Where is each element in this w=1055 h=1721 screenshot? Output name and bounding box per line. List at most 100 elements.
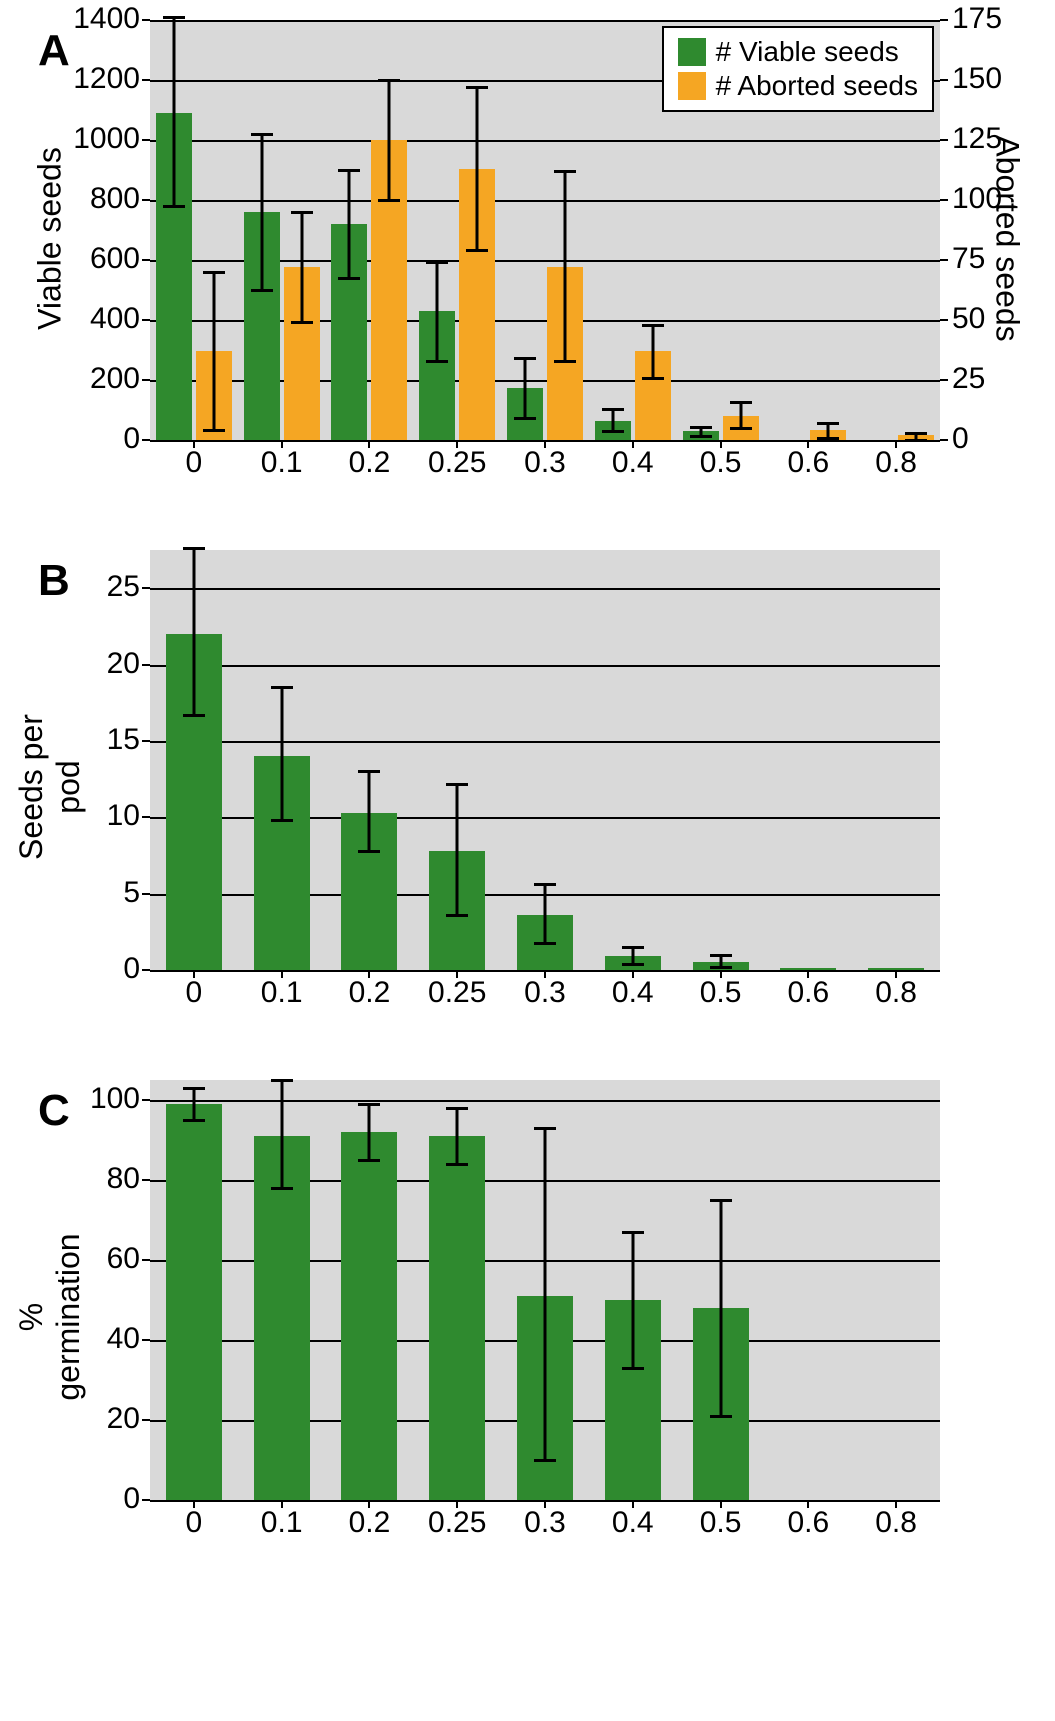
ytick-label: 0 — [65, 1482, 140, 1516]
xtick-label: 0.25 — [417, 976, 497, 1010]
xtick-mark — [193, 1500, 195, 1508]
ytick-label: 150 — [952, 62, 1022, 96]
ytick-mark — [142, 139, 150, 141]
xtick-label: 0.3 — [505, 976, 585, 1010]
xtick-label: 0.6 — [768, 1506, 848, 1540]
xtick-label: 0.8 — [856, 1506, 936, 1540]
ylabel-b: Seeds per pod — [13, 687, 87, 887]
xtick-mark — [368, 1500, 370, 1508]
ytick-mark — [940, 439, 948, 441]
xtick-mark — [720, 440, 722, 448]
legend-item-aborted: # Aborted seeds — [678, 70, 918, 102]
xtick-mark — [456, 1500, 458, 1508]
xtick-mark — [456, 440, 458, 448]
xtick-mark — [895, 1500, 897, 1508]
legend-item-viable: # Viable seeds — [678, 36, 918, 68]
ytick-mark — [940, 139, 948, 141]
panel-b: B Seeds per pod 051015202500.10.20.250.3… — [20, 550, 1035, 1050]
xtick-mark — [544, 440, 546, 448]
gridline — [150, 20, 940, 22]
xtick-label: 0.4 — [593, 446, 673, 480]
bar-germination — [429, 1136, 485, 1500]
ytick-label: 0 — [65, 952, 140, 986]
ytick-mark — [142, 664, 150, 666]
ytick-label: 1400 — [65, 2, 140, 36]
ytick-mark — [142, 199, 150, 201]
xtick-label: 0.8 — [856, 976, 936, 1010]
ytick-label: 800 — [65, 182, 140, 216]
xtick-mark — [544, 1500, 546, 1508]
xtick-label: 0.2 — [329, 976, 409, 1010]
ytick-label: 25 — [952, 362, 1022, 396]
xtick-label: 0 — [154, 976, 234, 1010]
panel-c: C % germination 02040608010000.10.20.250… — [20, 1080, 1035, 1580]
ytick-label: 80 — [65, 1162, 140, 1196]
xtick-mark — [456, 970, 458, 978]
ytick-mark — [142, 893, 150, 895]
bar-germination — [254, 1136, 310, 1500]
xtick-mark — [281, 440, 283, 448]
xtick-mark — [720, 1500, 722, 1508]
xtick-mark — [193, 440, 195, 448]
xtick-label: 0.1 — [242, 976, 322, 1010]
ytick-label: 400 — [65, 302, 140, 336]
ytick-label: 20 — [65, 647, 140, 681]
legend-swatch-aborted — [678, 72, 706, 100]
xtick-label: 0.3 — [505, 446, 585, 480]
legend: # Viable seeds# Aborted seeds — [662, 26, 934, 112]
ytick-mark — [142, 1259, 150, 1261]
xtick-mark — [720, 970, 722, 978]
legend-label-aborted: # Aborted seeds — [716, 70, 918, 102]
ytick-mark — [142, 1499, 150, 1501]
gridline — [150, 140, 940, 142]
ytick-mark — [142, 587, 150, 589]
ytick-mark — [142, 1339, 150, 1341]
xtick-label: 0.2 — [329, 1506, 409, 1540]
bar-germination — [166, 1104, 222, 1500]
ytick-mark — [142, 319, 150, 321]
xtick-mark — [632, 1500, 634, 1508]
xtick-label: 0.25 — [417, 1506, 497, 1540]
gridline — [150, 588, 940, 590]
xtick-label: 0.1 — [242, 446, 322, 480]
ytick-mark — [142, 969, 150, 971]
ytick-mark — [940, 379, 948, 381]
ytick-label: 0 — [65, 422, 140, 456]
xtick-label: 0.25 — [417, 446, 497, 480]
xtick-mark — [895, 440, 897, 448]
ytick-mark — [142, 79, 150, 81]
ytick-mark — [142, 1179, 150, 1181]
legend-swatch-viable — [678, 38, 706, 66]
ytick-label: 600 — [65, 242, 140, 276]
ytick-mark — [940, 199, 948, 201]
gridline — [150, 200, 940, 202]
ytick-mark — [940, 319, 948, 321]
ytick-mark — [940, 79, 948, 81]
ytick-label: 1200 — [65, 62, 140, 96]
xtick-mark — [368, 970, 370, 978]
xtick-label: 0.4 — [593, 976, 673, 1010]
xtick-label: 0.3 — [505, 1506, 585, 1540]
xtick-mark — [368, 440, 370, 448]
ytick-label: 15 — [65, 723, 140, 757]
ylabel-a-left: Viable seeds — [32, 139, 69, 339]
ytick-label: 25 — [65, 570, 140, 604]
plot-area-c — [150, 1080, 940, 1500]
ytick-mark — [142, 740, 150, 742]
ytick-label: 20 — [65, 1402, 140, 1436]
bar-germination — [341, 1132, 397, 1500]
xtick-mark — [807, 440, 809, 448]
plot-area-b — [150, 550, 940, 970]
xtick-label: 0.5 — [681, 976, 761, 1010]
xtick-label: 0.5 — [681, 1506, 761, 1540]
figure: A Viable seeds Aborted seeds # Viable se… — [20, 20, 1035, 1580]
ytick-label: 10 — [65, 799, 140, 833]
gridline — [150, 665, 940, 667]
ytick-mark — [142, 379, 150, 381]
xtick-label: 0.8 — [856, 446, 936, 480]
panel-a: A Viable seeds Aborted seeds # Viable se… — [20, 20, 1035, 520]
xtick-label: 0 — [154, 1506, 234, 1540]
xtick-mark — [281, 1500, 283, 1508]
ytick-mark — [142, 19, 150, 21]
ytick-mark — [142, 439, 150, 441]
